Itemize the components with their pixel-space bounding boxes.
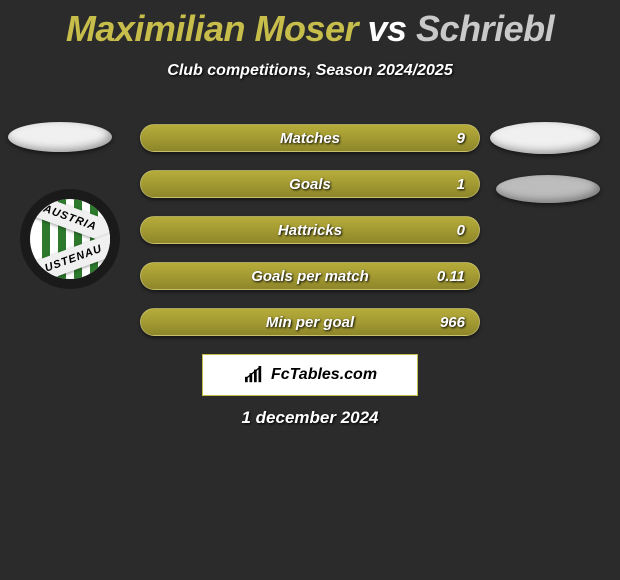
site-badge-text: FcTables.com <box>271 366 377 384</box>
stat-bar-value: 1 <box>457 171 465 199</box>
stat-bars: Matches9Goals1Hattricks0Goals per match0… <box>140 124 480 354</box>
player2-photo-placeholder <box>490 122 600 154</box>
stat-bar-value: 966 <box>440 309 465 337</box>
stat-bar-value: 0.11 <box>437 263 465 291</box>
stat-bar: Goals1 <box>140 170 480 198</box>
stat-bar: Hattricks0 <box>140 216 480 244</box>
club-logo-inner: AUSTRIA LUSTENAU <box>30 199 110 279</box>
subtitle: Club competitions, Season 2024/2025 <box>0 62 620 80</box>
stat-bar-label: Goals per match <box>141 263 479 291</box>
player1-photo-placeholder <box>8 122 112 152</box>
page-title: Maximilian Moser vs Schriebl <box>0 0 620 50</box>
stat-bar: Goals per match0.11 <box>140 262 480 290</box>
date-label: 1 december 2024 <box>0 408 620 428</box>
stat-bar: Min per goal966 <box>140 308 480 336</box>
stat-bar-value: 9 <box>457 125 465 153</box>
player2-club-placeholder <box>496 175 600 203</box>
player1-club-logo: AUSTRIA LUSTENAU <box>20 189 120 289</box>
stat-bar-label: Min per goal <box>141 309 479 337</box>
stat-bar-label: Hattricks <box>141 217 479 245</box>
title-player1: Maximilian Moser <box>66 8 358 49</box>
site-badge[interactable]: FcTables.com <box>202 354 418 396</box>
chart-icon <box>243 366 265 384</box>
stat-bar-label: Matches <box>141 125 479 153</box>
stat-bar: Matches9 <box>140 124 480 152</box>
stat-bar-value: 0 <box>457 217 465 245</box>
stat-bar-label: Goals <box>141 171 479 199</box>
title-vs: vs <box>358 8 416 49</box>
title-player2: Schriebl <box>416 8 554 49</box>
